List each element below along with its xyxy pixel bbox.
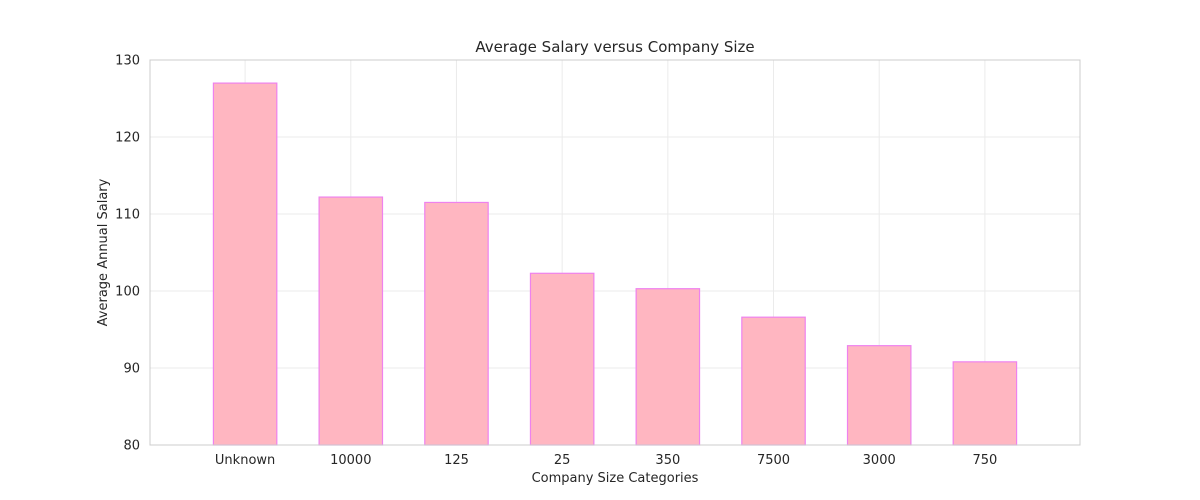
x-tick-label: 25 — [554, 453, 571, 468]
chart-title: Average Salary versus Company Size — [475, 38, 754, 56]
bar-3000 — [846, 345, 912, 446]
y-tick-label: 130 — [115, 54, 140, 69]
x-tick-label: 3000 — [863, 453, 896, 468]
bar-750 — [952, 361, 1018, 446]
y-tick-label: 80 — [123, 439, 140, 454]
grid-lines — [150, 59, 1080, 446]
x-axis-label: Company Size Categories — [532, 471, 699, 486]
bar-7500 — [741, 316, 806, 446]
bar-25 — [529, 272, 595, 446]
x-tick-label: 750 — [972, 453, 997, 468]
y-tick-label: 120 — [115, 131, 140, 146]
y-tick-label: 90 — [123, 362, 140, 377]
x-tick-label: 10000 — [330, 453, 371, 468]
bars — [212, 82, 1018, 446]
x-tick-label: Unknown — [215, 453, 275, 468]
bar-10000 — [318, 196, 384, 446]
y-tick-label: 100 — [115, 285, 140, 300]
y-axis-ticks: 80 90 100 110 120 130 — [115, 54, 140, 454]
bar-unknown — [212, 82, 278, 446]
bar-125 — [424, 201, 489, 446]
x-axis-ticks: Unknown 10000 125 25 350 7500 3000 750 — [215, 453, 997, 468]
bar-350 — [635, 288, 701, 446]
x-tick-label: 125 — [444, 453, 469, 468]
y-tick-label: 110 — [115, 208, 140, 223]
y-axis-label: Average Annual Salary — [96, 178, 111, 326]
x-tick-label: 7500 — [757, 453, 790, 468]
x-tick-label: 350 — [655, 453, 680, 468]
plot-frame — [149, 59, 1081, 446]
